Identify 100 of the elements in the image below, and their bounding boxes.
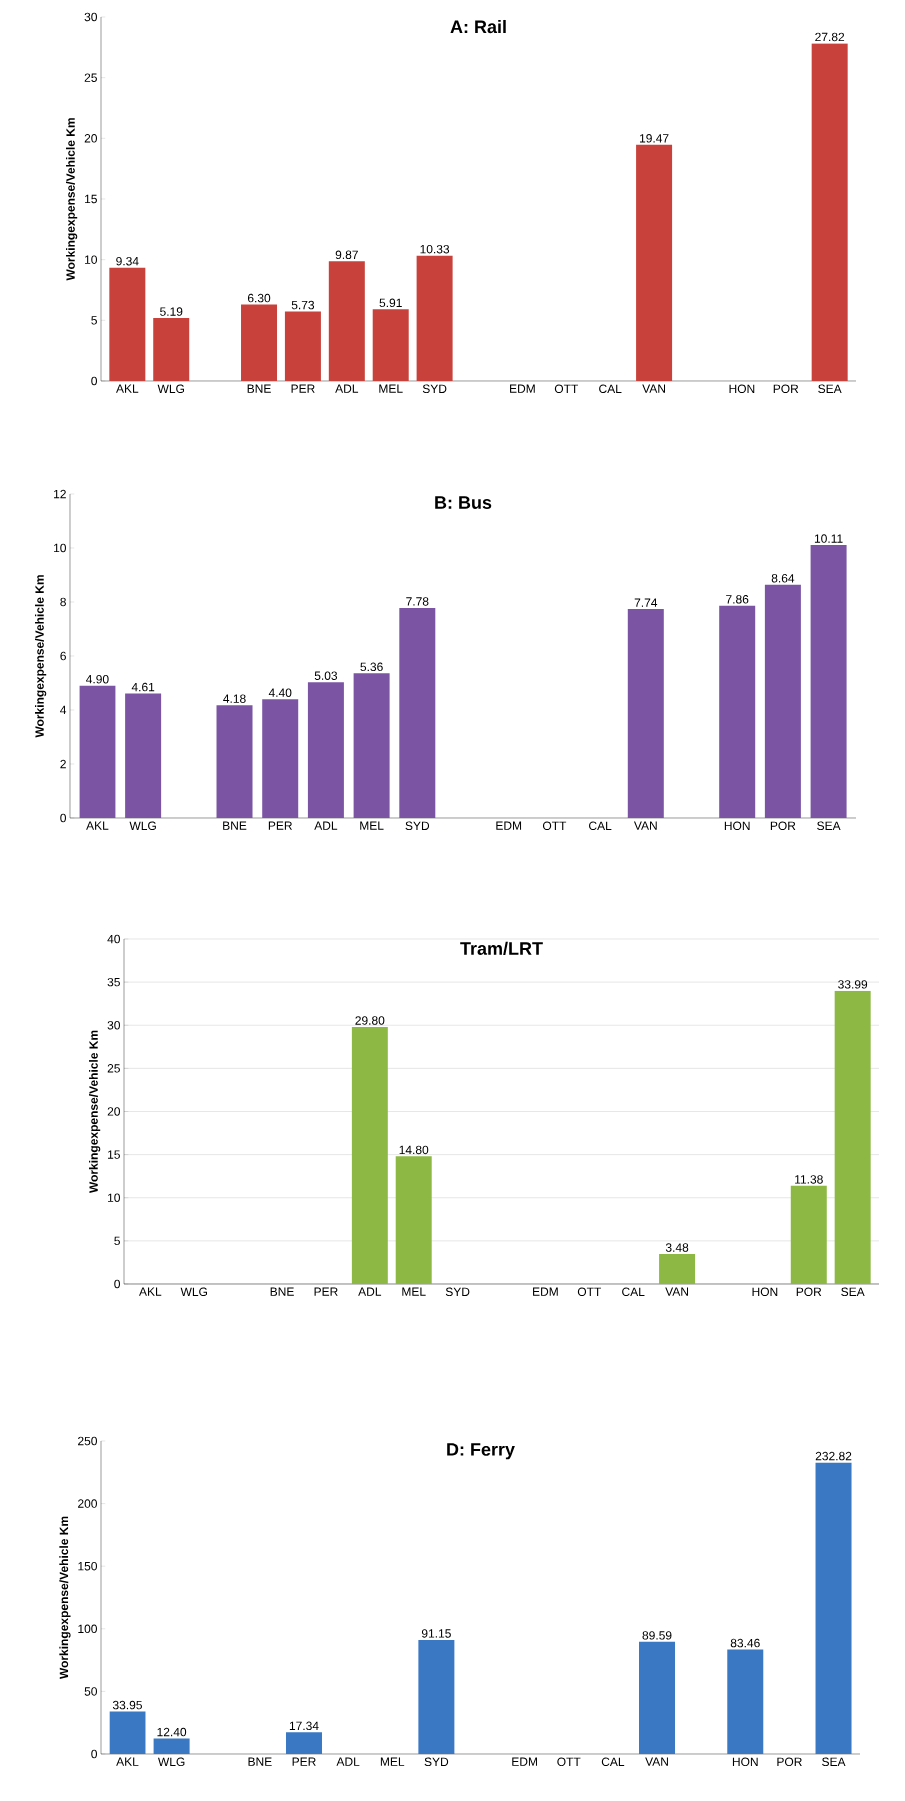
data-label: 11.38 xyxy=(795,1175,823,1184)
y-tick-label: 5 xyxy=(114,1236,120,1246)
chart-title: D: Ferry xyxy=(447,1443,515,1460)
bar xyxy=(328,261,365,381)
y-tick-label: 30 xyxy=(84,12,97,22)
bar xyxy=(815,1462,852,1754)
bar xyxy=(639,1641,676,1754)
bar xyxy=(418,1639,455,1754)
x-tick-label: VAN xyxy=(642,384,665,393)
x-tick-label: POR xyxy=(773,384,799,393)
x-tick-label: HON xyxy=(729,384,755,393)
y-tick-label: 100 xyxy=(78,1624,97,1634)
y-tick-label: 10 xyxy=(108,1193,120,1202)
y-tick-label: 25 xyxy=(107,1064,120,1073)
data-label: 9.34 xyxy=(116,256,139,266)
data-label: 17.34 xyxy=(289,1721,319,1731)
x-tick-label: PER xyxy=(268,821,292,830)
bar xyxy=(727,1649,764,1754)
bar xyxy=(109,1711,146,1754)
x-tick-label: SEA xyxy=(818,384,842,393)
y-axis-title: Workingexpense/Vehicle Km xyxy=(35,575,47,738)
x-tick-label: EDM xyxy=(533,1287,558,1296)
y-axis-title: Workingexpense/Vehicle Km xyxy=(66,118,78,281)
x-tick-label: AKL xyxy=(86,821,109,830)
y-tick-label: 12 xyxy=(54,489,66,499)
y-tick-label: 50 xyxy=(84,1687,97,1696)
y-tick-label: 20 xyxy=(107,1107,120,1116)
bar xyxy=(659,1253,696,1284)
bar xyxy=(810,545,847,818)
x-tick-label: VAN xyxy=(665,1287,688,1296)
data-label: 14.80 xyxy=(399,1145,429,1155)
y-tick-label: 250 xyxy=(78,1436,97,1446)
x-tick-label: CAL xyxy=(622,1287,645,1297)
bar xyxy=(307,682,344,818)
x-tick-label: WLG xyxy=(180,1287,208,1297)
x-tick-label: AKL xyxy=(139,1287,162,1296)
y-tick-label: 10 xyxy=(85,255,97,264)
x-tick-label: CAL xyxy=(599,384,622,393)
x-tick-label: WLG xyxy=(157,384,185,393)
bar xyxy=(351,1026,388,1284)
x-tick-label: MEL xyxy=(380,1757,405,1766)
data-label: 5.73 xyxy=(291,300,315,310)
x-tick-label: AKL xyxy=(116,1757,139,1766)
data-label: 89.59 xyxy=(642,1631,672,1640)
data-label: 19.47 xyxy=(639,134,669,143)
x-tick-label: SYD xyxy=(422,384,447,393)
data-label: 7.86 xyxy=(726,595,749,604)
x-tick-label: ADL xyxy=(335,384,359,393)
bar xyxy=(216,705,253,818)
data-label: 4.18 xyxy=(223,694,246,703)
bar xyxy=(416,255,453,381)
y-tick-label: 40 xyxy=(107,934,120,944)
x-tick-label: OTT xyxy=(577,1287,602,1297)
y-tick-label: 0 xyxy=(60,813,66,823)
bar xyxy=(79,685,116,818)
bar xyxy=(811,43,848,381)
data-label: 10.33 xyxy=(420,244,450,254)
bar xyxy=(285,1732,322,1754)
x-tick-label: POR xyxy=(770,821,796,831)
bar xyxy=(353,673,390,818)
bar xyxy=(719,605,756,818)
y-tick-label: 20 xyxy=(84,134,97,143)
bar xyxy=(153,1738,190,1754)
x-tick-label: BNE xyxy=(270,1287,294,1296)
x-tick-label: EDM xyxy=(510,384,535,393)
y-tick-label: 0 xyxy=(114,1279,120,1289)
x-tick-label: WLG xyxy=(129,821,156,831)
y-tick-label: 25 xyxy=(84,73,97,82)
x-tick-label: SEA xyxy=(841,1287,865,1297)
x-tick-label: PER xyxy=(292,1757,316,1766)
bar xyxy=(764,584,801,818)
x-tick-label: CAL xyxy=(601,1757,625,1767)
data-label: 33.99 xyxy=(838,980,868,989)
x-tick-label: ADL xyxy=(358,1287,382,1296)
data-label: 4.90 xyxy=(86,674,109,684)
bar xyxy=(262,699,299,818)
x-tick-label: SYD xyxy=(424,1757,449,1767)
x-tick-label: SEA xyxy=(817,821,841,831)
chart-title: B: Bus xyxy=(435,496,492,509)
x-tick-label: POR xyxy=(796,1287,822,1297)
y-tick-label: 2 xyxy=(60,759,66,769)
x-tick-label: EDM xyxy=(496,821,522,830)
x-tick-label: POR xyxy=(777,1757,802,1767)
x-tick-label: SYD xyxy=(405,821,430,831)
bar xyxy=(153,318,190,381)
x-tick-label: SYD xyxy=(445,1287,470,1297)
y-tick-label: 4 xyxy=(60,705,67,715)
x-tick-label: MEL xyxy=(360,821,384,830)
x-tick-label: MEL xyxy=(402,1287,426,1296)
data-label: 6.30 xyxy=(247,293,271,303)
x-tick-label: BNE xyxy=(247,384,271,393)
x-tick-label: ADL xyxy=(314,821,338,830)
x-tick-label: ADL xyxy=(336,1757,360,1766)
y-tick-label: 200 xyxy=(78,1499,97,1508)
data-label: 12.40 xyxy=(157,1727,187,1737)
x-tick-label: VAN xyxy=(633,821,657,830)
y-tick-label: 8 xyxy=(60,597,66,607)
y-tick-label: 0 xyxy=(91,1749,97,1759)
data-label: 8.64 xyxy=(771,574,795,583)
x-tick-label: HON xyxy=(724,821,750,831)
